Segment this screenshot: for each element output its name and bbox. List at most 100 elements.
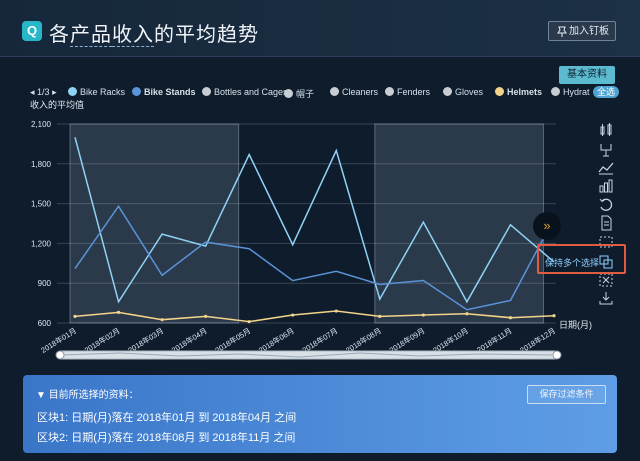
series-point[interactable]: [160, 318, 164, 322]
data-zoom-icon[interactable]: [598, 142, 614, 158]
legend-prev-icon[interactable]: ◂: [30, 87, 35, 97]
series-point[interactable]: [73, 314, 77, 318]
x-tick-label: 2018年10月: [431, 325, 470, 355]
candlestick-icon[interactable]: [598, 122, 614, 138]
series-point[interactable]: [247, 320, 251, 324]
series-point[interactable]: [334, 309, 338, 313]
data-zoom-track[interactable]: [56, 350, 560, 360]
filter-icon: ▼: [36, 390, 46, 401]
legend-swatch: [385, 87, 394, 96]
legend-swatch: [68, 87, 77, 96]
legend-label: Bike Stands: [144, 87, 196, 97]
add-to-pinboard-label: 加入钉板: [569, 26, 609, 37]
legend-swatch: [443, 87, 452, 96]
x-tick-label: 2018年08月: [344, 325, 383, 355]
x-tick-label: 2018年07月: [300, 325, 339, 355]
x-tick-label: 2018年05月: [213, 325, 252, 355]
series-point[interactable]: [378, 314, 382, 318]
legend-label: Fenders: [397, 87, 431, 97]
legend-item[interactable]: Bike Racks: [68, 87, 125, 97]
series-point[interactable]: [116, 310, 121, 314]
series-point[interactable]: [465, 312, 469, 316]
legend-item[interactable]: 帽子: [284, 87, 314, 100]
page-title: 各产品收入的平均趋势: [49, 18, 259, 47]
clear-selection-icon[interactable]: [598, 272, 614, 288]
x-tick-label: 2018年12月: [518, 325, 557, 355]
x-tick-label: 2018年01月: [39, 325, 78, 355]
selection-line-1: 区块1: 日期(月)落在 2018年01月 到 2018年04月 之间: [37, 412, 297, 424]
pin-icon: [557, 26, 567, 37]
download-icon[interactable]: [598, 290, 614, 306]
legend-item[interactable]: Fenders: [385, 87, 430, 97]
legend-item[interactable]: Helmets: [495, 87, 542, 97]
title-prefix: 各: [49, 24, 70, 46]
restore-icon[interactable]: [598, 197, 614, 213]
series-point[interactable]: [204, 314, 208, 318]
selection-panel: ▼ 目前所选择的资料： 保存过滤条件 区块1: 日期(月)落在 2018年01月…: [23, 375, 617, 453]
legend-swatch: [284, 89, 293, 98]
series-point[interactable]: [421, 313, 425, 317]
legend-pager[interactable]: ◂ 1/3 ▸: [30, 87, 57, 98]
x-axis-title: 日期(月): [559, 320, 592, 330]
basic-info-button[interactable]: 基本资料: [559, 66, 615, 84]
legend-swatch: [551, 87, 560, 96]
y-tick-label: 1,800: [31, 160, 52, 169]
keep-selection-highlight: [537, 244, 626, 274]
y-tick-label: 900: [38, 279, 52, 288]
series-point[interactable]: [508, 316, 513, 320]
legend-item[interactable]: Bike Stands: [132, 87, 196, 97]
save-filter-button[interactable]: 保存过滤条件: [527, 385, 606, 404]
title-suffix: 的平均趋势: [154, 24, 259, 46]
y-axis-title: 收入的平均值: [30, 100, 85, 110]
x-tick-label: 2018年02月: [82, 325, 121, 355]
keep-selection-icon[interactable]: [598, 254, 614, 270]
legend-item[interactable]: Gloves: [443, 87, 483, 97]
legend-label: 帽子: [296, 89, 315, 99]
data-zoom-handle-left[interactable]: [55, 350, 65, 360]
title-field-product[interactable]: 产品: [70, 24, 112, 47]
expand-panel-icon[interactable]: »: [533, 212, 561, 240]
legend-swatch: [132, 87, 141, 96]
selection-panel-title: ▼ 目前所选择的资料：: [36, 386, 139, 401]
brush-area[interactable]: [374, 123, 544, 324]
rect-select-icon[interactable]: [598, 234, 614, 250]
selection-line-2: 区块2: 日期(月)落在 2018年08月 到 2018年11月 之间: [37, 432, 296, 444]
legend-label: Hydrat: [563, 87, 590, 97]
add-to-pinboard-button[interactable]: 加入钉板: [548, 21, 616, 41]
legend-select-all-button[interactable]: 全选: [593, 86, 620, 98]
series-line[interactable]: [74, 310, 555, 323]
selection-title-text: 目前所选择的资料：: [48, 390, 139, 401]
x-tick-label: 2018年11月: [475, 325, 514, 354]
legend-label: Bike Racks: [80, 87, 126, 97]
title-field-revenue[interactable]: 收入: [112, 24, 154, 47]
series-line[interactable]: [74, 204, 555, 311]
legend-item[interactable]: Hydrat: [551, 87, 590, 97]
series-point[interactable]: [552, 314, 556, 318]
legend-item[interactable]: Cleaners: [330, 87, 378, 97]
x-tick-label: 2018年06月: [257, 325, 296, 355]
series-point[interactable]: [291, 313, 295, 317]
legend-label: Helmets: [507, 87, 543, 97]
legend-item[interactable]: Bottles and Cages: [202, 87, 288, 97]
legend-next-icon[interactable]: ▸: [52, 87, 57, 97]
legend-label: Cleaners: [342, 87, 379, 97]
y-tick-label: 600: [38, 319, 52, 328]
legend-label: Bottles and Cages: [214, 87, 288, 97]
line-chart-icon[interactable]: [598, 160, 614, 176]
header-bar: Q 各产品收入的平均趋势 加入钉板: [0, 0, 640, 57]
y-tick-label: 1,500: [31, 200, 52, 209]
app-logo-icon: Q: [22, 21, 42, 41]
x-tick-label: 2018年04月: [169, 325, 208, 355]
y-tick-label: 2,100: [31, 120, 52, 129]
series-line[interactable]: [74, 137, 555, 304]
legend-swatch: [202, 87, 211, 96]
keep-selection-tooltip: 保持多个选择: [545, 258, 600, 268]
data-view-icon[interactable]: [598, 215, 614, 231]
x-tick-label: 2018年03月: [126, 325, 165, 355]
data-zoom-handle-right[interactable]: [552, 350, 562, 360]
legend-swatch: [330, 87, 339, 96]
brush-area[interactable]: [69, 123, 240, 324]
legend-swatch: [495, 87, 504, 96]
bar-chart-icon[interactable]: [598, 178, 614, 194]
